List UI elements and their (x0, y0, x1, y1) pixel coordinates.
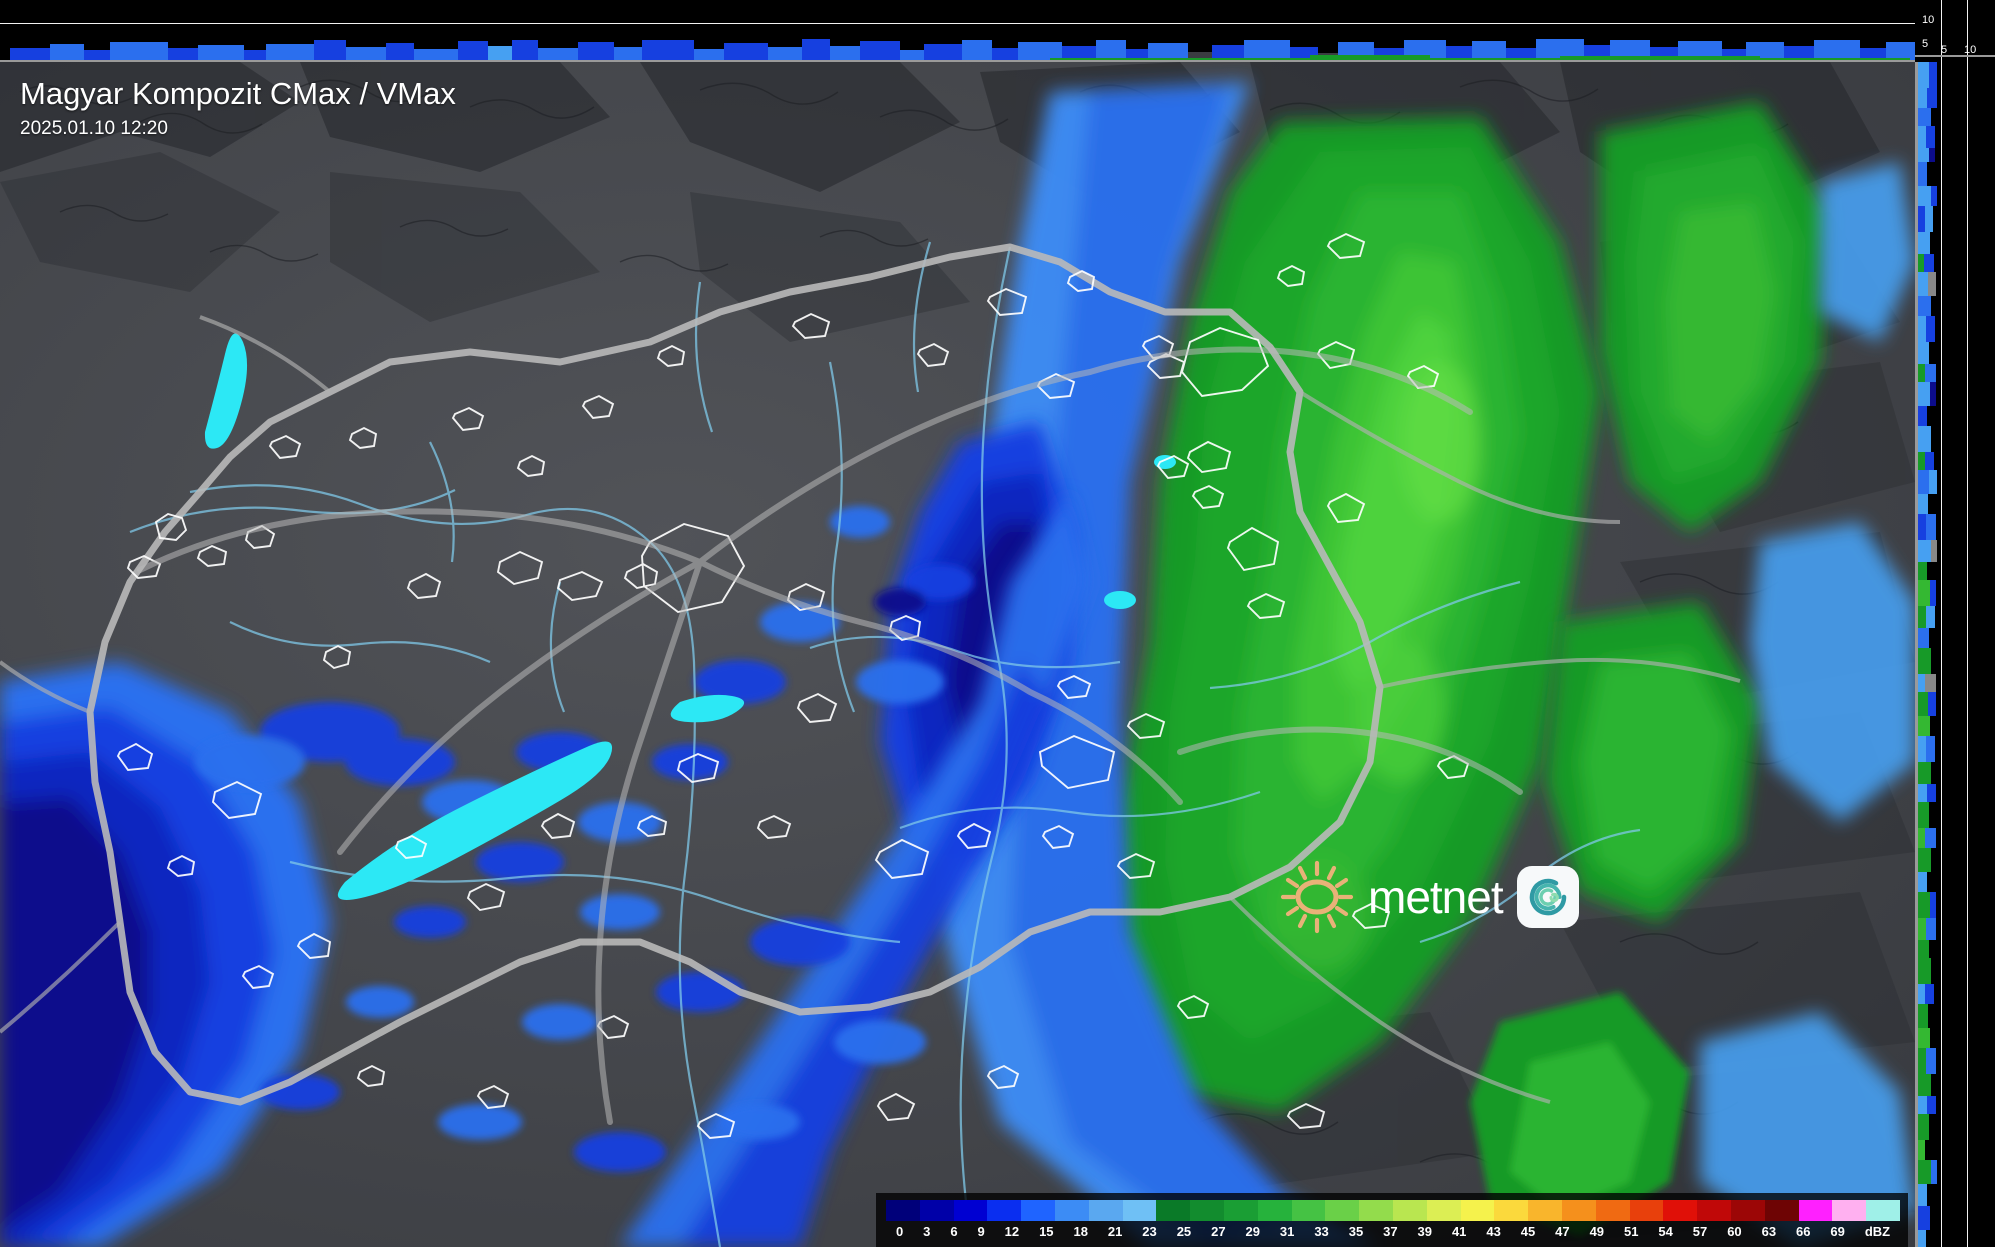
vmax-right-separator (1915, 62, 1918, 1247)
dbz-swatch-28 (1832, 1200, 1867, 1221)
dbz-color-bar (886, 1200, 1900, 1221)
dbz-swatch-20 (1561, 1200, 1596, 1221)
dbz-tick-3: 3 (923, 1224, 931, 1239)
dbz-swatch-15 (1392, 1200, 1427, 1221)
dbz-swatch-19 (1528, 1200, 1562, 1221)
dbz-swatch-27 (1798, 1200, 1833, 1221)
dbz-tick-labels: 0 3 6 9 12 15 18 21 23 25 27 29 31 33 35 37 39 41 43 45 47 49… (886, 1222, 1900, 1244)
lake-velence (670, 694, 745, 723)
dbz-tick-49: 49 (1589, 1224, 1605, 1239)
radar-map-panel[interactable]: Magyar Kompozit CMax / VMax 2025.01.10 1… (0, 62, 1915, 1247)
road-network (137, 346, 1523, 1125)
dbz-swatch-12 (1291, 1200, 1326, 1221)
metnet-logo[interactable]: metnet (1280, 860, 1579, 934)
dbz-tick-35: 35 (1348, 1224, 1364, 1239)
sun-icon (1280, 860, 1354, 934)
dbz-tick-29: 29 (1245, 1224, 1260, 1239)
neighbour-borders (0, 315, 1741, 1104)
dbz-tick-47: 47 (1555, 1224, 1570, 1239)
dbz-swatch-3 (987, 1200, 1022, 1221)
dbz-swatch-7 (1122, 1200, 1157, 1221)
dbz-tick-54: 54 (1658, 1224, 1673, 1239)
app-icon[interactable] (1516, 866, 1579, 928)
dbz-swatch-2 (953, 1200, 988, 1221)
lake-balaton (337, 741, 613, 900)
dbz-tick-51: 51 (1623, 1224, 1639, 1239)
dbz-tick-41: 41 (1451, 1224, 1467, 1239)
vmax-right-panel (1915, 0, 1995, 1247)
dbz-tick-33: 33 (1314, 1224, 1329, 1239)
dbz-swatch-0 (886, 1200, 920, 1221)
lakes-layer (204, 333, 1176, 900)
lake-neusiedl (204, 333, 248, 449)
vmax-top-panel (0, 0, 1915, 62)
dbz-swatch-24 (1697, 1200, 1731, 1221)
dbz-tick-21: 21 (1107, 1224, 1123, 1239)
vmax-corner-separator (1915, 55, 1995, 57)
vmax-top-separator (0, 60, 1915, 62)
vmax-top-gridline-10km (0, 23, 1915, 24)
dbz-tick-31: 31 (1279, 1224, 1295, 1239)
dbz-swatch-6 (1088, 1200, 1123, 1221)
vmax-right-gridline-5km (1941, 0, 1942, 1247)
dbz-tick-69: 69 (1830, 1224, 1845, 1239)
dbz-tick-27: 27 (1211, 1224, 1226, 1239)
dbz-tick-23: 23 (1142, 1224, 1157, 1239)
dbz-tick-0: 0 (895, 1224, 904, 1239)
dbz-swatch-21 (1595, 1200, 1630, 1221)
dbz-swatch-26 (1764, 1200, 1799, 1221)
dbz-swatch-8 (1156, 1200, 1191, 1221)
dbz-tick-25: 25 (1176, 1224, 1192, 1239)
dbz-tick-9: 9 (977, 1224, 985, 1239)
dbz-swatch-16 (1426, 1200, 1461, 1221)
dbz-tick-57: 57 (1692, 1224, 1708, 1239)
dbz-swatch-14 (1359, 1200, 1393, 1221)
vmax-right-tick-5: 5 (1941, 44, 1948, 56)
dbz-swatch-5 (1054, 1200, 1089, 1221)
dbz-tick-15: 15 (1039, 1224, 1054, 1239)
dbz-swatch-17 (1460, 1200, 1495, 1221)
dbz-swatch-18 (1494, 1200, 1529, 1221)
dbz-swatch-9 (1190, 1200, 1224, 1221)
vmax-top-tick-10: 10 (1922, 14, 1935, 26)
dbz-swatch-13 (1325, 1200, 1360, 1221)
dbz-swatch-29 (1866, 1200, 1900, 1221)
dbz-tick-66: 66 (1796, 1224, 1811, 1239)
dbz-unit-label: dBZ (1864, 1224, 1891, 1239)
radar-map-canvas (0, 62, 1915, 1247)
vmax-right-gridline-10km (1967, 0, 1968, 1247)
dbz-tick-63: 63 (1761, 1224, 1777, 1239)
dbz-swatch-23 (1663, 1200, 1698, 1221)
dbz-swatch-25 (1730, 1200, 1765, 1221)
brand-wordmark: metnet (1368, 871, 1504, 923)
dbz-swatch-10 (1223, 1200, 1258, 1221)
dbz-tick-6: 6 (950, 1224, 958, 1239)
dbz-swatch-1 (919, 1200, 954, 1221)
dbz-scale-legend: 0 3 6 9 12 15 18 21 23 25 27 29 31 33 35 37 39 41 43 45 47 49… (876, 1193, 1908, 1247)
dbz-tick-43: 43 (1486, 1224, 1501, 1239)
dbz-swatch-22 (1629, 1200, 1664, 1221)
dbz-tick-45: 45 (1520, 1224, 1536, 1239)
dbz-tick-18: 18 (1073, 1224, 1088, 1239)
dbz-tick-39: 39 (1417, 1224, 1432, 1239)
dbz-swatch-11 (1257, 1200, 1292, 1221)
hungary-border (86, 243, 1384, 1106)
dbz-swatch-4 (1021, 1200, 1055, 1221)
vmax-right-tick-10: 10 (1964, 44, 1977, 56)
dbz-tick-12: 12 (1004, 1224, 1020, 1239)
dbz-tick-60: 60 (1727, 1224, 1742, 1239)
vmax-top-tick-5: 5 (1922, 38, 1929, 50)
vmax-right-echo-profile (1915, 62, 1941, 1247)
dbz-tick-37: 37 (1383, 1224, 1398, 1239)
vmax-top-echo-profile (0, 38, 1915, 62)
lake-small-1 (1104, 591, 1136, 609)
radar-echo-layer (0, 82, 1915, 1247)
